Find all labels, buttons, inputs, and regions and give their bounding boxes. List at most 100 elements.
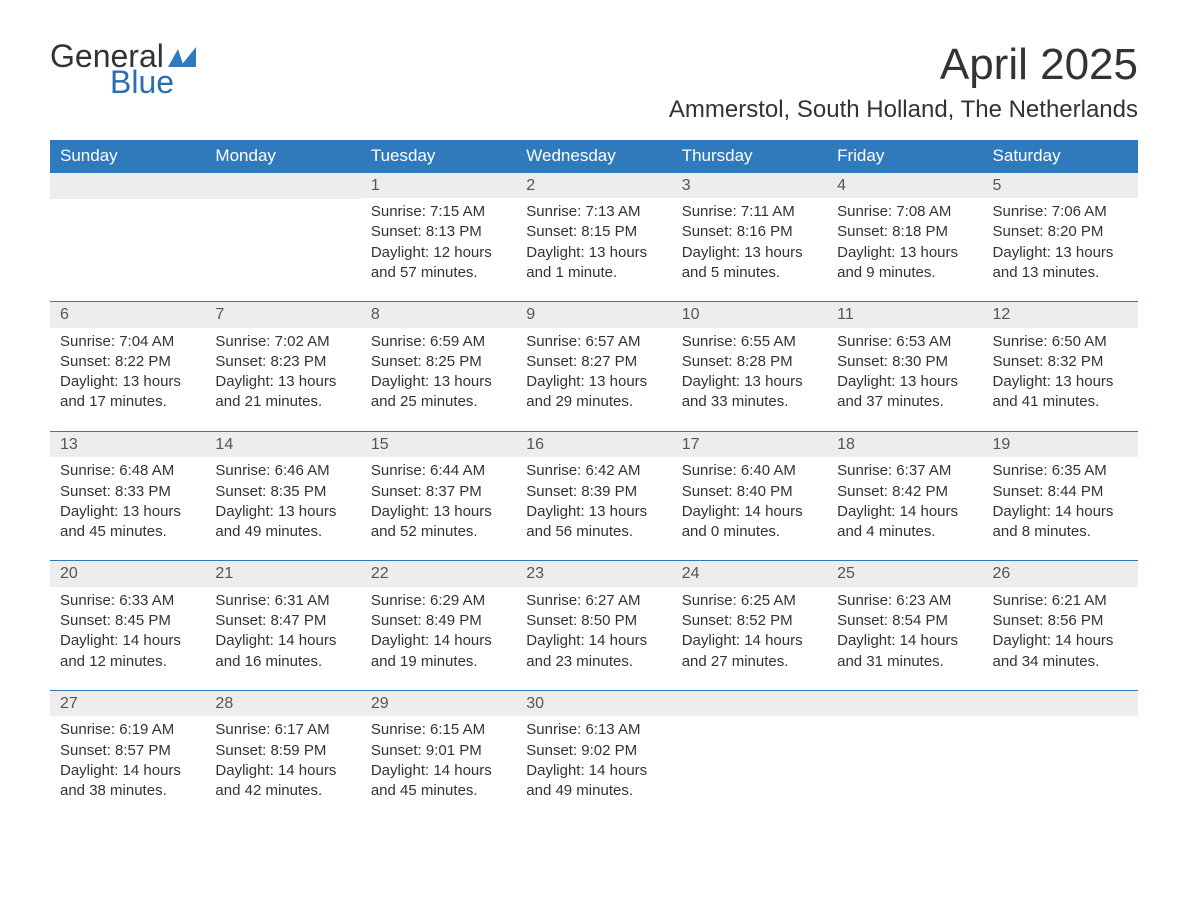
- calendar-day-cell: 1Sunrise: 7:15 AMSunset: 8:13 PMDaylight…: [361, 173, 516, 302]
- sunset-line: Sunset: 8:45 PM: [60, 611, 195, 631]
- day-number-bar: 20: [50, 561, 205, 587]
- sunrise-line: Sunrise: 7:08 AM: [837, 202, 972, 222]
- sunset-line: Sunset: 8:40 PM: [682, 482, 817, 502]
- calendar-day-cell: 3Sunrise: 7:11 AMSunset: 8:16 PMDaylight…: [672, 173, 827, 302]
- day-number-bar: 21: [205, 561, 360, 587]
- sunrise-line: Sunrise: 7:02 AM: [215, 332, 350, 352]
- sunrise-line: Sunrise: 6:42 AM: [526, 461, 661, 481]
- sunset-line: Sunset: 8:50 PM: [526, 611, 661, 631]
- day-number-bar: 27: [50, 691, 205, 717]
- sunset-line: Sunset: 8:42 PM: [837, 482, 972, 502]
- sunset-line: Sunset: 8:47 PM: [215, 611, 350, 631]
- sunrise-line: Sunrise: 6:17 AM: [215, 720, 350, 740]
- day-number-bar: [205, 173, 360, 199]
- calendar-week-row: 6Sunrise: 7:04 AMSunset: 8:22 PMDaylight…: [50, 302, 1138, 432]
- daylight-line: Daylight: 13 hours and 29 minutes.: [526, 372, 661, 413]
- calendar-day-cell: 20Sunrise: 6:33 AMSunset: 8:45 PMDayligh…: [50, 561, 205, 691]
- day-number-bar: [983, 691, 1138, 717]
- sunset-line: Sunset: 8:35 PM: [215, 482, 350, 502]
- calendar-week-row: 13Sunrise: 6:48 AMSunset: 8:33 PMDayligh…: [50, 431, 1138, 561]
- calendar-day-cell: [983, 690, 1138, 819]
- column-header: Tuesday: [361, 140, 516, 173]
- daylight-line: Daylight: 13 hours and 49 minutes.: [215, 502, 350, 543]
- sunrise-line: Sunrise: 6:23 AM: [837, 591, 972, 611]
- calendar-day-cell: 12Sunrise: 6:50 AMSunset: 8:32 PMDayligh…: [983, 302, 1138, 432]
- day-number-bar: 14: [205, 432, 360, 458]
- calendar-day-cell: 23Sunrise: 6:27 AMSunset: 8:50 PMDayligh…: [516, 561, 671, 691]
- sunrise-line: Sunrise: 7:15 AM: [371, 202, 506, 222]
- calendar-day-cell: 15Sunrise: 6:44 AMSunset: 8:37 PMDayligh…: [361, 431, 516, 561]
- day-number-bar: 23: [516, 561, 671, 587]
- calendar-header-row: SundayMondayTuesdayWednesdayThursdayFrid…: [50, 140, 1138, 173]
- sunrise-line: Sunrise: 6:57 AM: [526, 332, 661, 352]
- title-block: April 2025 Ammerstol, South Holland, The…: [669, 40, 1138, 124]
- daylight-line: Daylight: 13 hours and 45 minutes.: [60, 502, 195, 543]
- calendar-day-cell: 18Sunrise: 6:37 AMSunset: 8:42 PMDayligh…: [827, 431, 982, 561]
- daylight-line: Daylight: 14 hours and 0 minutes.: [682, 502, 817, 543]
- page-title: April 2025: [669, 40, 1138, 90]
- daylight-line: Daylight: 13 hours and 56 minutes.: [526, 502, 661, 543]
- sunset-line: Sunset: 8:59 PM: [215, 741, 350, 761]
- daylight-line: Daylight: 14 hours and 8 minutes.: [993, 502, 1128, 543]
- daylight-line: Daylight: 13 hours and 25 minutes.: [371, 372, 506, 413]
- sunrise-line: Sunrise: 6:50 AM: [993, 332, 1128, 352]
- day-number-bar: 18: [827, 432, 982, 458]
- sunrise-line: Sunrise: 7:04 AM: [60, 332, 195, 352]
- daylight-line: Daylight: 13 hours and 9 minutes.: [837, 243, 972, 284]
- brand-logo: General Blue: [50, 40, 196, 98]
- daylight-line: Daylight: 13 hours and 1 minute.: [526, 243, 661, 284]
- sunrise-line: Sunrise: 6:15 AM: [371, 720, 506, 740]
- sunrise-line: Sunrise: 6:35 AM: [993, 461, 1128, 481]
- calendar-day-cell: 10Sunrise: 6:55 AMSunset: 8:28 PMDayligh…: [672, 302, 827, 432]
- day-number-bar: 9: [516, 302, 671, 328]
- day-number-bar: 5: [983, 173, 1138, 199]
- sunset-line: Sunset: 9:02 PM: [526, 741, 661, 761]
- calendar-day-cell: 8Sunrise: 6:59 AMSunset: 8:25 PMDaylight…: [361, 302, 516, 432]
- day-number-bar: 7: [205, 302, 360, 328]
- daylight-line: Daylight: 14 hours and 16 minutes.: [215, 631, 350, 672]
- day-number-bar: 25: [827, 561, 982, 587]
- sunset-line: Sunset: 8:20 PM: [993, 222, 1128, 242]
- sunset-line: Sunset: 8:57 PM: [60, 741, 195, 761]
- day-number-bar: 6: [50, 302, 205, 328]
- sunset-line: Sunset: 8:39 PM: [526, 482, 661, 502]
- daylight-line: Daylight: 13 hours and 33 minutes.: [682, 372, 817, 413]
- day-number-bar: 13: [50, 432, 205, 458]
- sunset-line: Sunset: 8:56 PM: [993, 611, 1128, 631]
- calendar-day-cell: 25Sunrise: 6:23 AMSunset: 8:54 PMDayligh…: [827, 561, 982, 691]
- daylight-line: Daylight: 14 hours and 12 minutes.: [60, 631, 195, 672]
- calendar-day-cell: 21Sunrise: 6:31 AMSunset: 8:47 PMDayligh…: [205, 561, 360, 691]
- daylight-line: Daylight: 13 hours and 17 minutes.: [60, 372, 195, 413]
- sunset-line: Sunset: 8:32 PM: [993, 352, 1128, 372]
- sunset-line: Sunset: 8:54 PM: [837, 611, 972, 631]
- calendar-day-cell: [827, 690, 982, 819]
- day-number-bar: 30: [516, 691, 671, 717]
- calendar-day-cell: 27 Sunrise: 6:19 AMSunset: 8:57 PMDayligh…: [50, 690, 205, 819]
- day-number-bar: 28: [205, 691, 360, 717]
- column-header: Friday: [827, 140, 982, 173]
- sunset-line: Sunset: 8:23 PM: [215, 352, 350, 372]
- calendar-day-cell: 17Sunrise: 6:40 AMSunset: 8:40 PMDayligh…: [672, 431, 827, 561]
- calendar-day-cell: 26Sunrise: 6:21 AMSunset: 8:56 PMDayligh…: [983, 561, 1138, 691]
- sunset-line: Sunset: 8:33 PM: [60, 482, 195, 502]
- day-number-bar: 4: [827, 173, 982, 199]
- day-number-bar: 26: [983, 561, 1138, 587]
- calendar-day-cell: 28Sunrise: 6:17 AMSunset: 8:59 PMDayligh…: [205, 690, 360, 819]
- day-number-bar: 1: [361, 173, 516, 199]
- sunrise-line: Sunrise: 6:13 AM: [526, 720, 661, 740]
- daylight-line: Daylight: 14 hours and 38 minutes.: [60, 761, 195, 802]
- sunset-line: Sunset: 8:25 PM: [371, 352, 506, 372]
- daylight-line: Daylight: 14 hours and 45 minutes.: [371, 761, 506, 802]
- sunrise-line: Sunrise: 6:55 AM: [682, 332, 817, 352]
- sunset-line: Sunset: 8:28 PM: [682, 352, 817, 372]
- sunset-line: Sunset: 8:27 PM: [526, 352, 661, 372]
- calendar-day-cell: 24Sunrise: 6:25 AMSunset: 8:52 PMDayligh…: [672, 561, 827, 691]
- calendar-day-cell: 5Sunrise: 7:06 AMSunset: 8:20 PMDaylight…: [983, 173, 1138, 302]
- sunrise-line: Sunrise: 6:29 AM: [371, 591, 506, 611]
- location-subtitle: Ammerstol, South Holland, The Netherland…: [669, 96, 1138, 124]
- calendar-day-cell: 2Sunrise: 7:13 AMSunset: 8:15 PMDaylight…: [516, 173, 671, 302]
- sunrise-line: Sunrise: 6:19 AM: [60, 720, 195, 740]
- sunrise-line: Sunrise: 6:21 AM: [993, 591, 1128, 611]
- day-number-bar: 15: [361, 432, 516, 458]
- calendar-day-cell: 4Sunrise: 7:08 AMSunset: 8:18 PMDaylight…: [827, 173, 982, 302]
